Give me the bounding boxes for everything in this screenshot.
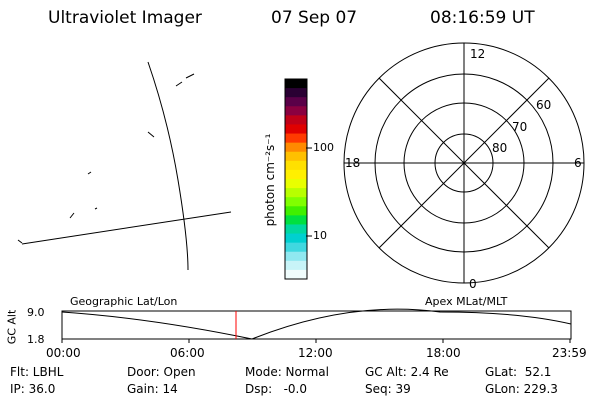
colorbar-segment bbox=[285, 224, 307, 235]
time-tick-0600: 06:00 bbox=[170, 346, 205, 360]
colorbar-segment bbox=[285, 79, 307, 89]
polar-ring-70 bbox=[403, 102, 525, 224]
colorbar-tick-10: 10 bbox=[313, 229, 327, 242]
mlt-label-6: 6 bbox=[574, 156, 582, 170]
colorbar-segment bbox=[285, 269, 307, 280]
timeline-axis-name: GC Alt bbox=[5, 309, 19, 345]
colorbar-segment bbox=[285, 115, 307, 125]
mlt-label-0: 0 bbox=[469, 277, 477, 291]
colorbar-segment bbox=[285, 106, 307, 116]
colorbar-segment bbox=[285, 251, 307, 262]
colorbar-segment bbox=[285, 97, 307, 107]
coastline-fragment bbox=[69, 212, 75, 219]
mlt-label-12: 12 bbox=[470, 47, 486, 61]
coastline-fragment bbox=[17, 239, 23, 244]
time-tick-1200: 12:00 bbox=[298, 346, 333, 360]
time-tick-1800: 18:00 bbox=[426, 346, 461, 360]
lat-label-60: 60 bbox=[536, 98, 552, 112]
colorbar-segment bbox=[285, 215, 307, 225]
lat-label-80: 80 bbox=[492, 141, 508, 155]
colorbar-segment bbox=[285, 151, 307, 162]
polar-ring-60 bbox=[374, 73, 554, 253]
colorbar-segment bbox=[285, 188, 307, 198]
altitude-curve bbox=[61, 308, 572, 340]
colorbar-segment bbox=[285, 242, 307, 253]
time-tick-0000: 00:00 bbox=[46, 346, 81, 360]
colorbar-segment bbox=[285, 88, 307, 98]
timeline-ytick-bottom: 1.8 bbox=[27, 333, 45, 346]
timeline-left-caption: Geographic Lat/Lon bbox=[70, 295, 178, 308]
colorbar-tick-100: 100 bbox=[313, 141, 334, 154]
status-mode: Mode: Normal bbox=[245, 365, 329, 379]
status-glon: GLon: 229.3 bbox=[485, 382, 558, 396]
colorbar-segment bbox=[285, 142, 307, 153]
colorbar-segment bbox=[285, 133, 307, 144]
colorbar-frame bbox=[284, 78, 308, 280]
polar-diagonal bbox=[378, 77, 550, 249]
instrument-title: Ultraviolet Imager bbox=[48, 8, 202, 28]
parallel-line bbox=[21, 211, 232, 245]
lat-label-70: 70 bbox=[512, 120, 528, 134]
status-glat: GLat: 52.1 bbox=[485, 365, 552, 379]
status-gc-alt: GC Alt: 2.4 Re bbox=[365, 365, 449, 379]
intensity-colorbar bbox=[284, 78, 308, 280]
polar-ring-80 bbox=[434, 133, 494, 193]
time-label: 08:16:59 UT bbox=[430, 8, 535, 28]
polar-ring-outer bbox=[343, 42, 585, 284]
timeline-frame bbox=[61, 310, 572, 340]
status-flt: Flt: LBHL bbox=[10, 365, 64, 379]
status-seq: Seq: 39 bbox=[365, 382, 411, 396]
colorbar-segment bbox=[285, 160, 307, 171]
status-gain: Gain: 14 bbox=[127, 382, 178, 396]
date-label: 07 Sep 07 bbox=[271, 8, 358, 28]
colorbar-unit-label: photon cm⁻²s⁻¹ bbox=[263, 133, 277, 227]
polar-diagonal bbox=[378, 77, 550, 249]
coastline-fragment bbox=[87, 171, 92, 175]
colorbar-segment bbox=[285, 197, 307, 207]
colorbar-segment bbox=[285, 206, 307, 216]
status-dsp: Dsp: -0.0 bbox=[245, 382, 308, 396]
colorbar-segment bbox=[285, 124, 307, 135]
status-ip: IP: 36.0 bbox=[10, 382, 56, 396]
coastline-fragment bbox=[175, 73, 195, 87]
timeline-right-caption: Apex MLat/MLT bbox=[425, 295, 508, 308]
coastline-fragment bbox=[147, 131, 155, 138]
meridian-line bbox=[147, 61, 189, 271]
colorbar-segment bbox=[285, 169, 307, 180]
time-tick-2359: 23:59 bbox=[552, 346, 587, 360]
timeline-ytick-top: 9.0 bbox=[27, 306, 45, 319]
coastline-fragment bbox=[94, 207, 98, 210]
mlt-label-18: 18 bbox=[345, 156, 361, 170]
colorbar-segment bbox=[285, 179, 307, 189]
colorbar-segment bbox=[285, 233, 307, 244]
colorbar-segment bbox=[285, 260, 307, 271]
status-door: Door: Open bbox=[127, 365, 196, 379]
